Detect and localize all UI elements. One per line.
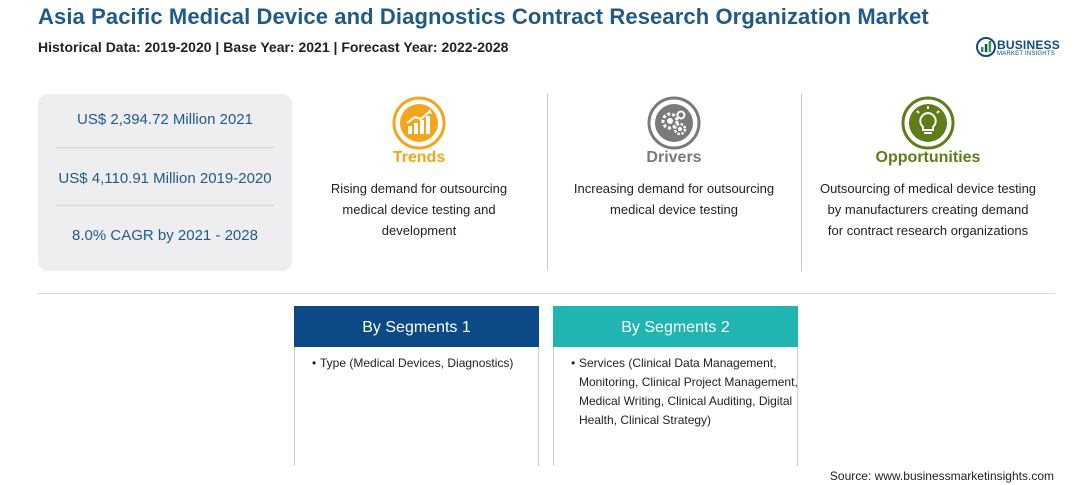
gears-icon	[647, 96, 701, 150]
trends-text: Rising demand for outsourcing medical de…	[330, 181, 508, 238]
logo-mark-icon	[976, 37, 996, 57]
stat-cagr: 8.0% CAGR by 2021 - 2028	[72, 227, 258, 244]
stat-market-size-historical: US$ 4,110.91 Million 2019-2020	[58, 170, 272, 187]
section-divider	[38, 293, 1055, 294]
segments-2-card: By Segments 2 • Services (Clinical Data …	[553, 306, 798, 466]
page-title: Asia Pacific Medical Device and Diagnost…	[38, 4, 929, 29]
lightbulb-icon	[901, 96, 955, 150]
opportunities-column: Opportunities Outsourcing of medical dev…	[801, 94, 1055, 271]
bullet-icon: •	[571, 356, 576, 370]
company-logo: BUSINESS MARKET INSIGHTS	[975, 36, 1065, 60]
trends-heading: Trends	[392, 149, 446, 166]
key-stats-panel: US$ 2,394.72 Million 2021 US$ 4,110.91 M…	[38, 94, 292, 271]
trends-column: Trends Rising demand for outsourcing med…	[292, 94, 546, 271]
bullet-icon: •	[312, 356, 317, 370]
stat-divider	[56, 147, 274, 148]
logo-tagline: MARKET INSIGHTS	[997, 51, 1055, 57]
source-note: Source: www.businessmarketinsights.com	[829, 469, 1054, 483]
opportunities-text: Outsourcing of medical device testing by…	[819, 181, 1037, 238]
segments-2-heading: By Segments 2	[553, 306, 798, 347]
segments-1-heading: By Segments 1	[294, 306, 539, 347]
column-divider	[801, 94, 802, 271]
opportunities-heading: Opportunities	[875, 149, 981, 166]
logo-word: BUSINESS	[997, 38, 1060, 52]
segments-1-card: By Segments 1 • Type (Medical Devices, D…	[294, 306, 539, 466]
drivers-text: Increasing demand for outsourcing medica…	[573, 181, 775, 217]
stat-market-size-2021: US$ 2,394.72 Million 2021	[77, 111, 253, 128]
trend-chart-icon	[392, 96, 446, 150]
drivers-heading: Drivers	[646, 149, 702, 166]
drivers-column: Drivers Increasing demand for outsourcin…	[547, 94, 801, 271]
column-divider	[547, 94, 548, 271]
page-subtitle: Historical Data: 2019-2020 | Base Year: …	[38, 39, 509, 55]
stat-divider	[56, 205, 274, 206]
segments-1-item: Type (Medical Devices, Diagnostics)	[320, 356, 514, 370]
segments-2-item: Services (Clinical Data Management, Moni…	[579, 356, 798, 427]
